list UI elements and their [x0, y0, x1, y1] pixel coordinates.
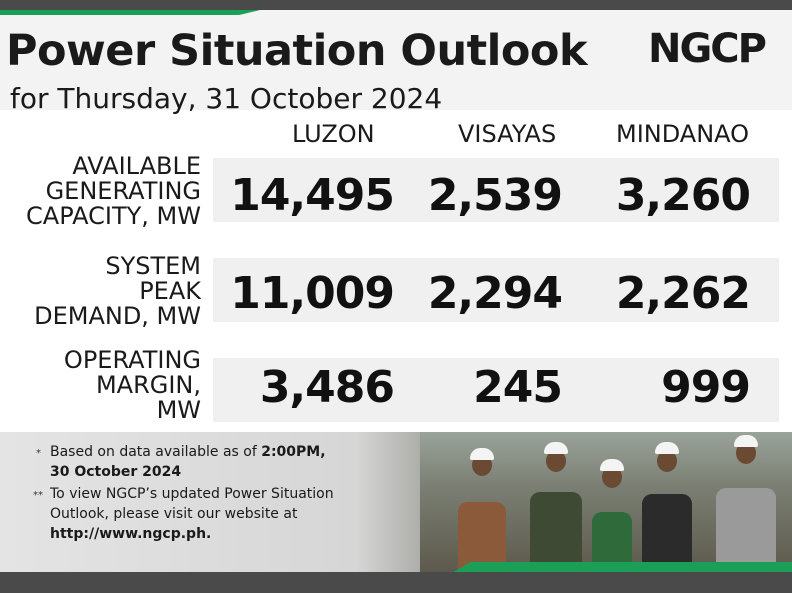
- helmet-icon: [470, 448, 494, 460]
- worker-figure: [530, 492, 582, 572]
- top-green-accent: [0, 10, 260, 15]
- value-demand-mindanao: 2,262: [615, 268, 751, 319]
- value-capacity-mindanao: 3,260: [615, 170, 751, 221]
- footer-banner: * Based on data available as of 2:00PM, …: [0, 432, 792, 572]
- workers-photo: [420, 432, 792, 572]
- row-label-demand: SYSTEM PEAK DEMAND, MW: [34, 252, 201, 330]
- worker-head: [546, 450, 566, 472]
- top-bar: [0, 0, 792, 10]
- column-header-mindanao: MINDANAO: [616, 120, 750, 148]
- helmet-icon: [734, 435, 758, 447]
- helmet-icon: [655, 442, 679, 454]
- worker-head: [602, 466, 622, 488]
- note-1-date: 30 October 2024: [50, 464, 182, 480]
- worker-head: [657, 450, 677, 472]
- header: Power Situation Outlook for Thursday, 31…: [0, 10, 792, 115]
- logo-text: NGCP: [648, 26, 767, 72]
- worker-head: [736, 442, 756, 464]
- value-capacity-luzon: 14,495: [230, 170, 395, 221]
- page-title: Power Situation Outlook: [6, 26, 588, 76]
- value-demand-visayas: 2,294: [427, 268, 563, 319]
- bottom-green-accent: [450, 562, 792, 574]
- worker-figure: [716, 488, 776, 572]
- helmet-icon: [600, 459, 624, 471]
- note-2-line-3: http://www.ngcp.ph.: [50, 524, 211, 544]
- worker-figure: [642, 494, 692, 572]
- value-demand-luzon: 11,009: [230, 268, 395, 319]
- worker-figure: [458, 502, 506, 572]
- row-label-margin: OPERATING MARGIN, MW: [63, 346, 201, 424]
- note-1-line-1: Based on data available as of 2:00PM,: [50, 442, 326, 462]
- column-header-visayas: VISAYAS: [458, 120, 557, 148]
- ngcp-logo: NGCP: [648, 26, 778, 74]
- value-margin-mindanao: 999: [661, 362, 751, 413]
- website-link[interactable]: http://www.ngcp.ph.: [50, 526, 212, 542]
- page-subtitle: for Thursday, 31 October 2024: [10, 82, 443, 115]
- note-2-line-2: Outlook, please visit our website at: [50, 506, 298, 522]
- note-marker: **: [33, 490, 43, 501]
- value-margin-luzon: 3,486: [259, 362, 395, 413]
- note-1-line-2: 30 October 2024: [50, 462, 181, 482]
- value-margin-visayas: 245: [473, 362, 563, 413]
- note-1-time: 2:00PM,: [261, 444, 326, 460]
- row-background-capacity: [213, 158, 779, 222]
- note-2-line-1: To view NGCP’s updated Power Situation: [50, 486, 334, 502]
- row-background-demand: [213, 258, 779, 322]
- note-marker: *: [36, 448, 41, 459]
- row-background-margin: [213, 358, 779, 422]
- column-header-luzon: LUZON: [292, 120, 375, 148]
- bottom-bar: [0, 572, 792, 593]
- note-1-text: Based on data available as of: [50, 444, 262, 460]
- value-capacity-visayas: 2,539: [427, 170, 563, 221]
- row-label-capacity: AVAILABLE GENERATING CAPACITY, MW: [26, 152, 201, 230]
- helmet-icon: [544, 442, 568, 454]
